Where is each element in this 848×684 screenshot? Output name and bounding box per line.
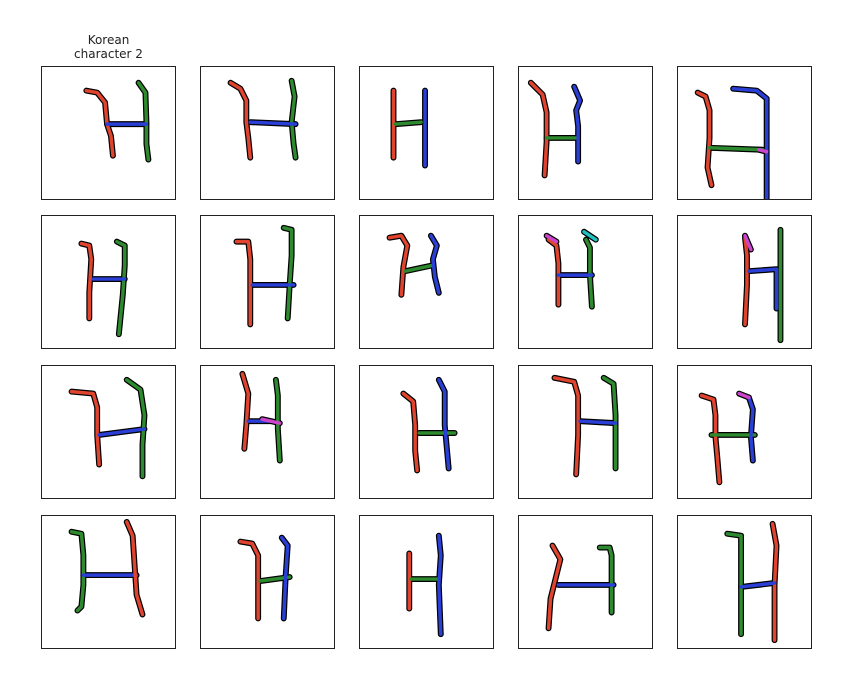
pen-stroke-2 bbox=[136, 81, 151, 162]
character-sample-r1c1 bbox=[41, 66, 176, 200]
pen-stroke-2 bbox=[598, 545, 614, 615]
pen-stroke-1 bbox=[69, 530, 86, 613]
handwritten-character-drawing bbox=[227, 77, 299, 161]
handwritten-character-drawing bbox=[543, 228, 599, 310]
character-sample-r2c4 bbox=[518, 215, 653, 349]
character-sample-r3c1 bbox=[41, 365, 176, 499]
handwritten-character-drawing bbox=[386, 232, 442, 298]
pen-stroke-2 bbox=[393, 120, 423, 126]
pen-stroke-2 bbox=[403, 263, 435, 273]
character-sample-r3c5 bbox=[677, 365, 812, 499]
pen-stroke-2 bbox=[770, 522, 779, 642]
character-sample-r3c3 bbox=[359, 365, 494, 499]
character-sample-r4c2 bbox=[200, 515, 335, 649]
character-sample-r4c4 bbox=[518, 515, 653, 649]
stroke-outline bbox=[724, 530, 745, 638]
handwritten-character-drawing bbox=[233, 224, 297, 328]
pen-stroke-3 bbox=[731, 86, 769, 199]
character-sample-r1c2 bbox=[200, 66, 335, 200]
pen-stroke-3 bbox=[747, 267, 779, 311]
pen-stroke-3 bbox=[578, 419, 618, 425]
pen-stroke-1 bbox=[240, 372, 251, 451]
title-line-2: character 2 bbox=[74, 47, 143, 61]
character-sample-r2c2 bbox=[200, 215, 335, 349]
handwritten-character-drawing bbox=[527, 79, 584, 179]
handwritten-character-drawing bbox=[551, 374, 619, 478]
character-sample-r3c2 bbox=[200, 365, 335, 499]
pen-stroke-1 bbox=[546, 237, 561, 307]
pen-stroke-1 bbox=[699, 393, 722, 484]
pen-stroke-1 bbox=[401, 391, 419, 473]
stroke-outline bbox=[596, 544, 615, 616]
pen-stroke-4 bbox=[757, 148, 769, 154]
handwritten-character-drawing bbox=[239, 370, 283, 464]
pen-stroke-1 bbox=[529, 81, 549, 178]
pen-stroke-2 bbox=[707, 146, 765, 152]
handwritten-character-drawing bbox=[545, 542, 617, 632]
pen-stroke-2 bbox=[584, 237, 594, 309]
handwritten-character-drawing bbox=[390, 87, 428, 169]
pen-stroke-1 bbox=[552, 376, 580, 477]
stroke-outline bbox=[551, 374, 582, 478]
figure-title: Korean character 2 bbox=[41, 33, 176, 61]
pen-stroke-1 bbox=[238, 539, 260, 621]
handwritten-character-drawing bbox=[742, 226, 784, 344]
pen-stroke-1 bbox=[725, 532, 743, 636]
pen-stroke-1 bbox=[743, 235, 749, 327]
pen-stroke-1 bbox=[695, 90, 714, 187]
pen-stroke-5 bbox=[582, 230, 598, 242]
pen-stroke-1 bbox=[79, 241, 93, 321]
pen-stroke-2 bbox=[115, 239, 127, 336]
pen-stroke-4 bbox=[260, 417, 282, 425]
pen-stroke-1 bbox=[84, 88, 115, 158]
pen-stroke-2 bbox=[282, 226, 294, 321]
character-sample-r4c5 bbox=[677, 515, 812, 649]
character-sample-r1c5 bbox=[677, 66, 812, 200]
character-sample-r4c1 bbox=[41, 515, 176, 649]
pen-stroke-2 bbox=[289, 79, 298, 160]
pen-stroke-3 bbox=[97, 427, 147, 437]
handwritten-character-drawing bbox=[237, 534, 293, 622]
character-sample-r2c5 bbox=[677, 215, 812, 349]
character-sample-r1c3 bbox=[359, 66, 494, 200]
pen-stroke-3 bbox=[437, 378, 451, 471]
pen-stroke-3 bbox=[437, 533, 443, 636]
character-sample-r2c1 bbox=[41, 215, 176, 349]
handwritten-character-drawing bbox=[78, 238, 128, 338]
character-sample-r3c4 bbox=[518, 365, 653, 499]
pen-stroke-2 bbox=[125, 378, 147, 479]
character-sample-r1c4 bbox=[518, 66, 653, 200]
handwritten-character-drawing bbox=[400, 376, 458, 474]
stroke-outline bbox=[745, 266, 780, 312]
pen-stroke-1 bbox=[69, 389, 101, 467]
pen-stroke-3 bbox=[429, 233, 441, 295]
handwritten-character-drawing bbox=[724, 520, 780, 644]
pen-stroke-3 bbox=[248, 120, 298, 126]
handwritten-character-drawing bbox=[406, 532, 444, 638]
pen-stroke-2 bbox=[274, 378, 282, 463]
pen-stroke-1 bbox=[546, 543, 563, 631]
title-line-1: Korean bbox=[87, 33, 130, 47]
pen-stroke-3 bbox=[739, 581, 777, 589]
character-sample-r4c3 bbox=[359, 515, 494, 649]
pen-stroke-3 bbox=[280, 535, 290, 621]
pen-stroke-3 bbox=[125, 520, 145, 617]
pen-stroke-3 bbox=[572, 84, 582, 164]
pen-stroke-4 bbox=[743, 233, 753, 252]
pen-stroke-2 bbox=[601, 376, 618, 471]
pen-stroke-1 bbox=[228, 81, 252, 160]
pen-stroke-1 bbox=[387, 233, 410, 297]
handwritten-character-drawing bbox=[83, 79, 152, 163]
pen-stroke-1 bbox=[234, 239, 252, 327]
handwritten-character-drawing bbox=[698, 390, 758, 486]
pen-stroke-4 bbox=[544, 233, 559, 244]
pen-stroke-3 bbox=[747, 395, 755, 463]
character-sample-r2c3 bbox=[359, 215, 494, 349]
handwritten-character-drawing bbox=[68, 376, 148, 480]
stroke-outline bbox=[730, 85, 770, 199]
pen-stroke-4 bbox=[737, 391, 751, 400]
handwritten-character-drawing bbox=[694, 85, 770, 199]
handwritten-character-drawing bbox=[68, 518, 146, 618]
